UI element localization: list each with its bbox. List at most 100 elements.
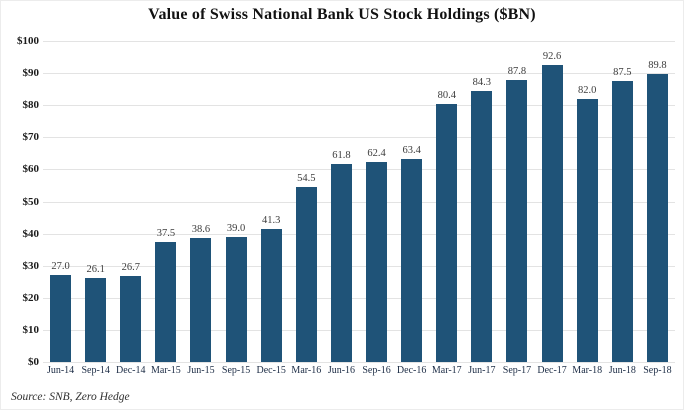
plot-area: 27.0 26.1 26.7 37.5 38.6 39.0 41.3 54.5 61.8 62.4… — [43, 41, 675, 363]
x-tick-label-Mar-18: Mar-18 — [572, 365, 603, 376]
bar-Sep-17 — [506, 80, 528, 362]
chart-title: Value of Swiss National Bank US Stock Ho… — [148, 6, 536, 23]
bar-Jun-14 — [50, 275, 72, 362]
gridline-70 — [43, 137, 675, 139]
source-note: Source: SNB, Zero Hedge — [11, 391, 130, 403]
x-axis: Jun-14 Sep-14 Dec-14 Mar-15 Jun-15 Sep-15 Dec-… — [43, 365, 675, 376]
bar-Jun-18 — [611, 81, 633, 362]
bar-value-label: 41.3 — [262, 215, 281, 227]
bar-slot-Mar-15: 37.5 — [148, 41, 183, 362]
bar-Dec-14 — [120, 276, 142, 362]
bar-series: 27.0 26.1 26.7 37.5 38.6 39.0 41.3 54.5 61.8 62.4… — [43, 41, 675, 362]
bar-slot-Sep-16: 62.4 — [359, 41, 394, 362]
bar-slot-Sep-18: 89.8 — [640, 41, 675, 362]
bar-value-label: 87.5 — [613, 67, 632, 79]
gridline-50 — [43, 201, 675, 203]
x-tick-label-Dec-16: Dec-16 — [396, 365, 427, 376]
bar-slot-Dec-16: 63.4 — [394, 41, 429, 362]
x-tick-label-Sep-14: Sep-14 — [81, 365, 110, 376]
y-tick-label: $90 — [22, 67, 40, 80]
bar-Sep-18 — [646, 73, 668, 362]
x-tick-label-Dec-17: Dec-17 — [537, 365, 567, 376]
bar-slot-Mar-17: 80.4 — [429, 41, 464, 362]
bar-value-label: 80.4 — [437, 89, 456, 101]
y-tick-label: $40 — [22, 227, 40, 240]
bar-slot-Dec-17: 92.6 — [535, 41, 570, 362]
gridline-90 — [43, 73, 675, 75]
x-tick-label-Dec-14: Dec-14 — [116, 365, 146, 376]
bar-value-label: 63.4 — [402, 144, 421, 156]
x-tick-label-Jun-14: Jun-14 — [46, 365, 75, 376]
bar-value-label: 61.8 — [332, 149, 351, 161]
bar-value-label: 87.8 — [507, 66, 527, 78]
bar-slot-Jun-14: 27.0 — [43, 41, 78, 362]
y-tick-label: $20 — [22, 291, 40, 304]
y-tick-label: $30 — [22, 259, 40, 272]
bar-slot-Jun-17: 84.3 — [464, 41, 499, 362]
bar-slot-Sep-15: 39.0 — [219, 41, 254, 362]
x-tick-label-Sep-17: Sep-17 — [502, 365, 532, 376]
gridline-30 — [43, 265, 675, 267]
x-tick-label-Mar-17: Mar-17 — [431, 365, 462, 376]
bar-value-label: 89.8 — [648, 59, 667, 71]
x-tick-label-Sep-18: Sep-18 — [643, 365, 672, 376]
bar-Jun-17 — [471, 91, 493, 362]
bar-value-label: 82.0 — [578, 84, 597, 96]
y-tick-label: $100 — [17, 35, 39, 47]
x-tick-label-Jun-18: Jun-18 — [608, 365, 636, 376]
y-tick-label: $80 — [22, 99, 40, 112]
bar-Jun-15 — [190, 238, 212, 362]
bar-value-label: 54.5 — [297, 173, 316, 185]
gridline-0 — [43, 362, 675, 363]
bar-slot-Mar-16: 54.5 — [289, 41, 324, 362]
bar-Sep-15 — [225, 236, 247, 362]
bar-value-label: 27.0 — [51, 261, 70, 273]
gridline-80 — [43, 105, 675, 107]
bar-value-label: 62.4 — [367, 147, 386, 159]
x-tick-label-Jun-16: Jun-16 — [327, 365, 356, 376]
y-tick-label: $0 — [28, 356, 39, 368]
gridline-40 — [43, 233, 675, 235]
bar-value-label: 26.1 — [86, 264, 105, 276]
bar-Mar-15 — [155, 241, 177, 362]
bar-value-label: 37.5 — [156, 227, 176, 239]
bar-value-label: 38.6 — [191, 224, 211, 236]
bar-slot-Dec-15: 41.3 — [254, 41, 289, 362]
bar-value-label: 26.7 — [121, 262, 140, 274]
bar-Dec-15 — [260, 229, 282, 362]
gridline-60 — [43, 169, 675, 171]
bar-slot-Sep-17: 87.8 — [499, 41, 534, 362]
bar-slot-Sep-14: 26.1 — [78, 41, 113, 362]
bar-Dec-16 — [401, 158, 423, 362]
bar-Jun-16 — [330, 163, 352, 362]
x-tick-label-Dec-15: Dec-15 — [256, 365, 286, 376]
bar-slot-Jun-15: 38.6 — [183, 41, 218, 362]
bar-Dec-17 — [541, 64, 563, 362]
bar-Sep-14 — [85, 278, 107, 362]
x-tick-label-Jun-15: Jun-15 — [187, 365, 215, 376]
bar-Mar-17 — [436, 103, 458, 362]
y-tick-label: $50 — [22, 195, 40, 208]
gridline-100 — [43, 41, 675, 42]
bar-slot-Jun-18: 87.5 — [605, 41, 640, 362]
x-tick-label-Jun-17: Jun-17 — [468, 365, 496, 376]
bar-value-label: 92.6 — [542, 50, 562, 62]
x-tick-label-Sep-15: Sep-15 — [221, 365, 251, 376]
bar-slot-Mar-18: 82.0 — [570, 41, 605, 362]
bar-slot-Dec-14: 26.7 — [113, 41, 148, 362]
y-tick-label: $70 — [22, 131, 40, 144]
bar-slot-Jun-16: 61.8 — [324, 41, 359, 362]
x-tick-label-Mar-15: Mar-15 — [150, 365, 181, 376]
bar-Mar-16 — [295, 187, 317, 362]
x-tick-label-Mar-16: Mar-16 — [291, 365, 322, 376]
y-tick-label: $60 — [22, 163, 40, 176]
bar-value-label: 39.0 — [226, 222, 246, 234]
y-tick-label: $10 — [22, 323, 40, 336]
gridline-10 — [43, 329, 675, 331]
bar-Sep-16 — [366, 161, 388, 362]
bar-value-label: 84.3 — [472, 77, 492, 89]
bar-Mar-18 — [576, 98, 598, 362]
x-tick-label-Sep-16: Sep-16 — [362, 365, 391, 376]
gridline-20 — [43, 297, 675, 299]
